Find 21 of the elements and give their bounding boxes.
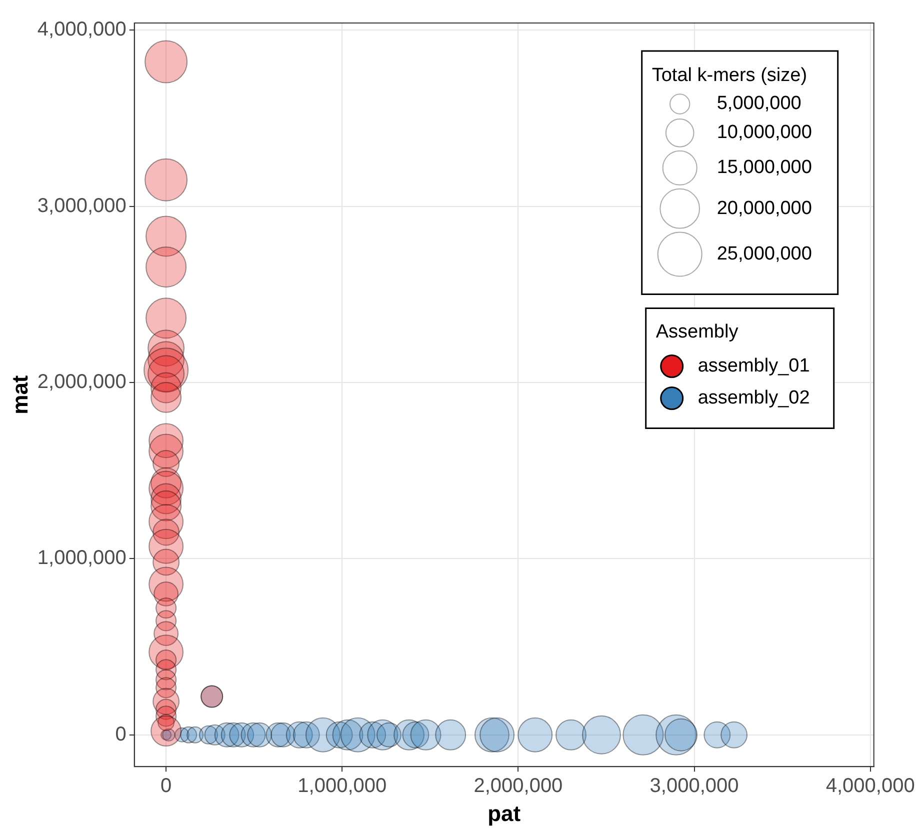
x-tick-label: 1,000,000 (298, 775, 387, 798)
legend-label: 10,000,000 (716, 122, 812, 144)
y-tick-label: 1,000,000 (37, 547, 126, 570)
legend-label: 5,000,000 (716, 93, 802, 114)
legend-title: Assembly (656, 322, 739, 342)
x-axis-title: pat (488, 800, 522, 826)
x-tick-label: 2,000,000 (474, 775, 563, 798)
legend-label: 20,000,000 (716, 198, 812, 219)
x-tick-label: 0 (160, 775, 172, 798)
y-tick-label: 3,000,000 (37, 194, 126, 217)
legend-label: assembly_02 (698, 388, 810, 408)
legend-label: 15,000,000 (716, 157, 812, 178)
x-tick-label: 4,000,000 (826, 775, 915, 798)
legend-label: assembly_01 (698, 356, 810, 376)
legend-label: 25,000,000 (716, 244, 812, 264)
y-tick-label: 4,000,000 (37, 18, 126, 41)
annotation: Total k-mers (size) (652, 65, 808, 86)
y-axis-title: mat (7, 374, 32, 414)
y-tick-label: 0 (115, 723, 126, 746)
y-tick-label: 2,000,000 (37, 370, 126, 393)
x-tick-label: 3,000,000 (650, 775, 739, 798)
